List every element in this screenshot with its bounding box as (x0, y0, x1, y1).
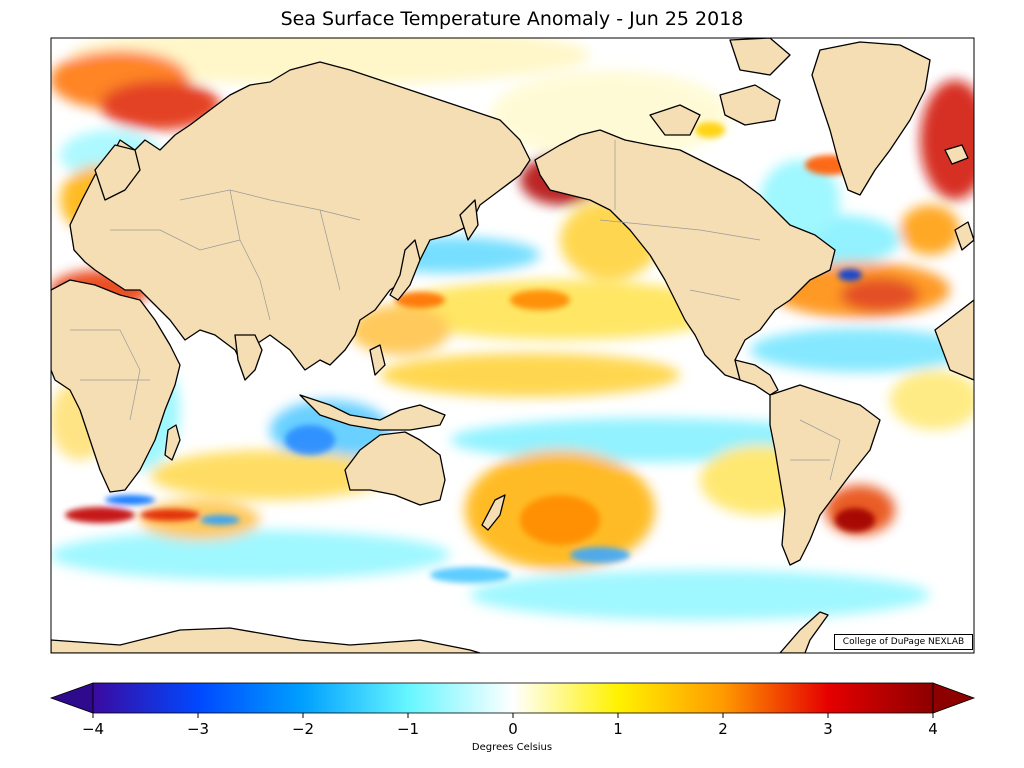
greenland (811, 41, 931, 196)
baffin-island (719, 84, 781, 126)
australia (344, 431, 446, 506)
colorbar-tick-label: 0 (508, 720, 518, 738)
colorbar-min-arrow (49, 682, 94, 714)
madagascar (164, 424, 181, 461)
colorbar-gradient (92, 682, 934, 714)
new-zealand (481, 494, 506, 531)
indian-subcontinent (234, 334, 263, 381)
sst-anomaly-map (50, 37, 975, 654)
colorbar-max-arrow (932, 682, 976, 714)
political-borders (70, 140, 841, 481)
colorbar-tick-label: 2 (718, 720, 728, 738)
map-title: Sea Surface Temperature Anomaly - Jun 25… (280, 8, 744, 30)
iceland (944, 144, 969, 165)
colorbar-tick-label: −3 (186, 720, 210, 738)
central-america (734, 359, 779, 396)
colorbar-tick-label: −4 (81, 720, 105, 738)
colorbar-tick-label: −2 (291, 720, 315, 738)
north-america (534, 129, 836, 381)
credit-box: College of DuPage NEXLAB (834, 634, 973, 650)
africa-east-edge (934, 299, 974, 381)
map-frame (50, 37, 975, 654)
japan (389, 239, 421, 301)
antarctic-peninsula (779, 611, 829, 653)
south-america (769, 384, 881, 566)
land-masses (51, 38, 974, 653)
colorbar-tick-label: −1 (396, 720, 420, 738)
indonesia (299, 394, 446, 431)
colorbar-tick-label: 3 (823, 720, 833, 738)
colorbar-tick-label: 4 (928, 720, 938, 738)
arctic-islands (649, 104, 701, 136)
antarctica (51, 627, 481, 653)
colorbar-tick-label: 1 (613, 720, 623, 738)
scandinavia (94, 144, 141, 201)
british-isles (954, 221, 974, 251)
kamchatka (459, 199, 479, 241)
africa (51, 279, 181, 493)
colorbar-label: Degrees Celsius (471, 742, 553, 753)
philippines (369, 344, 386, 376)
